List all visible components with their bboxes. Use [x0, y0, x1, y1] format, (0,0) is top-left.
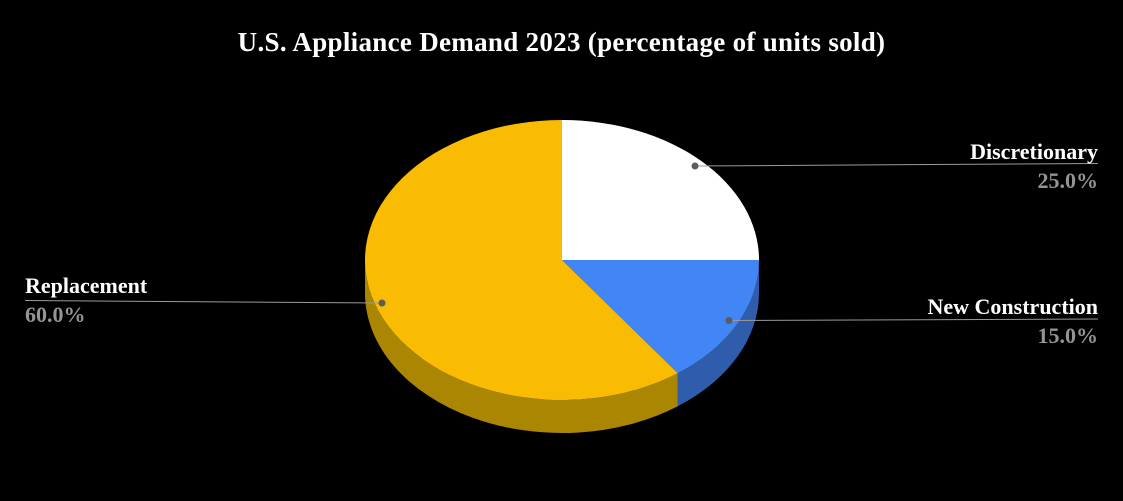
slice-value-discretionary: 25.0%: [1037, 168, 1099, 193]
leader-line-new-construction: [728, 318, 1099, 321]
slice-label-new-construction: New Construction: [927, 294, 1099, 319]
callout-dot-replacement: [378, 299, 386, 307]
callout-lines: [24, 162, 1099, 324]
slice-label-replacement: Replacement: [25, 273, 148, 298]
callout-new-construction: New Construction 15.0%: [928, 295, 1099, 348]
leader-line-replacement: [24, 300, 383, 304]
pie-group: [364, 120, 759, 434]
pie-slice-replacement-side[interactable]: [364, 260, 678, 434]
slice-value-replacement: 60.0%: [25, 302, 86, 327]
pie-slice-discretionary[interactable]: [562, 120, 759, 260]
slice-value-new-construction: 15.0%: [1037, 323, 1099, 348]
callout-dot-discretionary: [691, 162, 699, 170]
pie-slice-replacement[interactable]: [364, 120, 678, 401]
chart-title: U.S. Appliance Demand 2023 (percentage o…: [237, 27, 886, 57]
callout-replacement: Replacement 60.0%: [25, 274, 147, 327]
callout-discretionary: Discretionary 25.0%: [970, 140, 1098, 193]
pie-slice-new-construction-side[interactable]: [677, 260, 759, 407]
slice-label-discretionary: Discretionary: [970, 139, 1098, 164]
callout-dot-new-construction: [725, 317, 733, 324]
pie-slice-new-construction[interactable]: [562, 260, 759, 374]
leader-line-discretionary: [694, 163, 1099, 167]
